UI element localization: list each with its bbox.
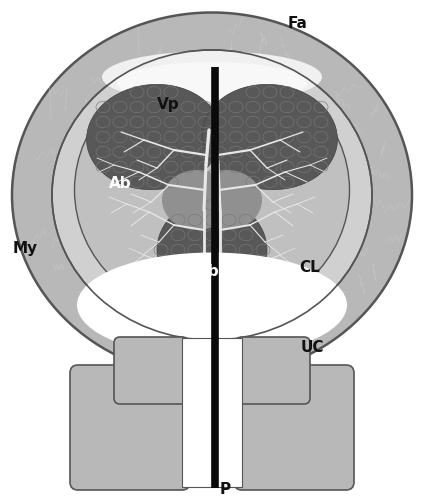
Text: UC: UC (300, 340, 324, 355)
Ellipse shape (77, 252, 347, 358)
Text: P: P (220, 482, 231, 498)
Text: Vp: Vp (157, 98, 179, 112)
FancyBboxPatch shape (234, 365, 354, 490)
Text: Fa: Fa (288, 16, 308, 32)
Ellipse shape (52, 50, 372, 340)
Text: CL: CL (300, 260, 321, 276)
FancyBboxPatch shape (114, 337, 188, 404)
FancyBboxPatch shape (70, 365, 190, 490)
Ellipse shape (102, 51, 322, 103)
Ellipse shape (117, 62, 307, 104)
Polygon shape (182, 338, 242, 487)
Ellipse shape (75, 62, 349, 318)
Polygon shape (184, 343, 240, 395)
Text: My: My (12, 240, 38, 256)
Ellipse shape (157, 200, 267, 300)
Ellipse shape (162, 170, 232, 230)
FancyBboxPatch shape (236, 337, 310, 404)
Ellipse shape (86, 84, 221, 190)
Ellipse shape (192, 170, 262, 230)
Text: Ab: Ab (109, 176, 131, 190)
Text: Ab: Ab (197, 264, 219, 280)
Ellipse shape (203, 84, 338, 190)
Ellipse shape (12, 12, 412, 378)
